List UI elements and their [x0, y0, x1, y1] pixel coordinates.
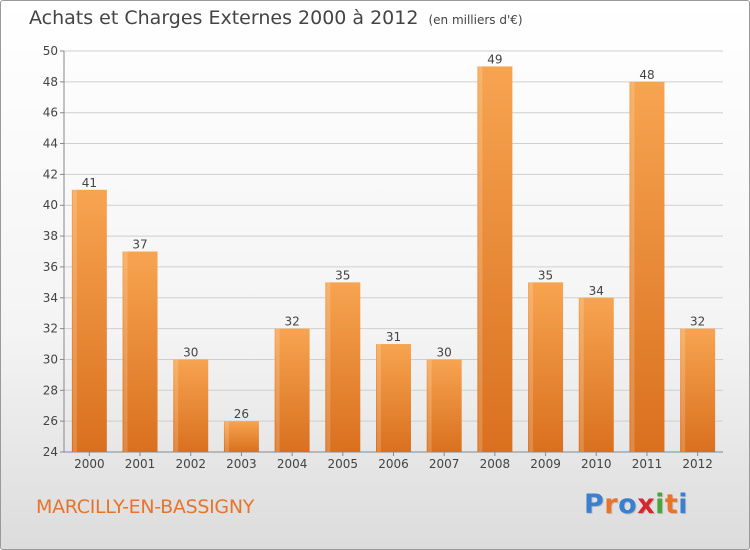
x-tick-label: 2005	[328, 457, 359, 471]
x-tick-label: 2004	[277, 457, 308, 471]
bar	[223, 421, 259, 452]
bar	[325, 282, 361, 452]
x-tick-label: 2001	[125, 457, 156, 471]
bar-value-label: 32	[284, 315, 299, 329]
bar	[528, 282, 564, 452]
y-tick-label: 44	[43, 137, 58, 151]
y-tick-label: 24	[43, 445, 58, 459]
x-tick-label: 2007	[429, 457, 460, 471]
bar	[173, 359, 209, 452]
bar-value-label: 34	[589, 284, 604, 298]
bar	[376, 344, 411, 452]
bar-value-label: 30	[437, 345, 452, 359]
bar-value-label: 30	[183, 345, 198, 359]
logo-letter: i	[678, 489, 689, 520]
y-tick-label: 30	[43, 352, 58, 366]
bar	[274, 328, 310, 452]
bar	[122, 251, 158, 452]
y-tick-label: 48	[43, 75, 58, 89]
bars	[71, 66, 716, 453]
bar	[680, 328, 716, 452]
logo-letter: i	[655, 489, 665, 520]
x-tick-label: 2008	[480, 457, 511, 471]
bar-value-label: 49	[487, 52, 502, 66]
y-tick-label: 46	[43, 106, 58, 120]
y-tick-label: 26	[43, 414, 58, 428]
bar-value-label: 35	[335, 268, 350, 282]
bar-value-label: 31	[386, 330, 401, 344]
bar-highlight	[275, 328, 280, 452]
bar-highlight	[224, 421, 229, 452]
bar-value-label: 37	[132, 238, 147, 252]
x-tick-label: 2003	[226, 457, 257, 471]
bar-value-label: 32	[690, 315, 705, 329]
bar-highlight	[326, 282, 331, 452]
x-tick-label: 2010	[581, 457, 612, 471]
bar-highlight	[478, 66, 483, 452]
y-tick-label: 42	[43, 167, 58, 181]
x-tick-label: 2002	[175, 457, 206, 471]
city-name: MARCILLY-EN-BASSIGNY	[36, 496, 255, 518]
bar-highlight	[174, 359, 179, 452]
title-text: Achats et Charges Externes 2000 à 2012	[29, 7, 419, 29]
bar	[629, 81, 665, 452]
bar-value-label: 35	[538, 268, 553, 282]
bar-value-label: 41	[82, 176, 97, 190]
bar-highlight	[630, 81, 635, 452]
logo-letter: t	[664, 489, 679, 520]
bar-highlight	[681, 328, 686, 452]
bar	[578, 297, 614, 452]
bar-highlight	[427, 359, 432, 452]
bar	[426, 359, 462, 452]
proxiti-logo[interactable]: Proxiti	[584, 489, 688, 520]
y-tick-label: 36	[43, 260, 58, 274]
x-tick-label: 2011	[632, 457, 663, 471]
y-tick-label: 50	[43, 44, 58, 58]
y-tick-label: 34	[43, 291, 58, 305]
bar	[477, 66, 513, 452]
y-tick-label: 40	[43, 198, 58, 212]
title-unit: (en milliers d'€)	[428, 13, 523, 27]
bar	[71, 189, 107, 453]
x-tick-label: 2006	[378, 457, 409, 471]
logo-letter: P	[584, 489, 605, 520]
x-tick-label: 2000	[74, 457, 105, 471]
bar-highlight	[579, 297, 584, 452]
logo-letter: r	[604, 489, 619, 520]
bar-highlight	[72, 189, 77, 453]
logo-letter: o	[618, 489, 638, 520]
y-tick-label: 32	[43, 322, 58, 336]
bar-highlight	[123, 251, 128, 452]
y-tick-label: 38	[43, 229, 58, 243]
y-tick-label: 28	[43, 383, 58, 397]
bar-highlight	[529, 282, 534, 452]
bar-highlight	[377, 344, 382, 452]
labels: 24 26 28 30 32 34 36 38 40 42 44 46 48 50 41 2000 37 2001…	[43, 44, 713, 471]
x-tick-label: 2012	[682, 457, 713, 471]
chart-title: Achats et Charges Externes 2000 à 2012 (e…	[29, 7, 523, 29]
x-tick-label: 2009	[530, 457, 561, 471]
bar-value-label: 26	[234, 407, 249, 421]
logo-letter: x	[637, 489, 656, 520]
bar-value-label: 48	[639, 68, 654, 82]
